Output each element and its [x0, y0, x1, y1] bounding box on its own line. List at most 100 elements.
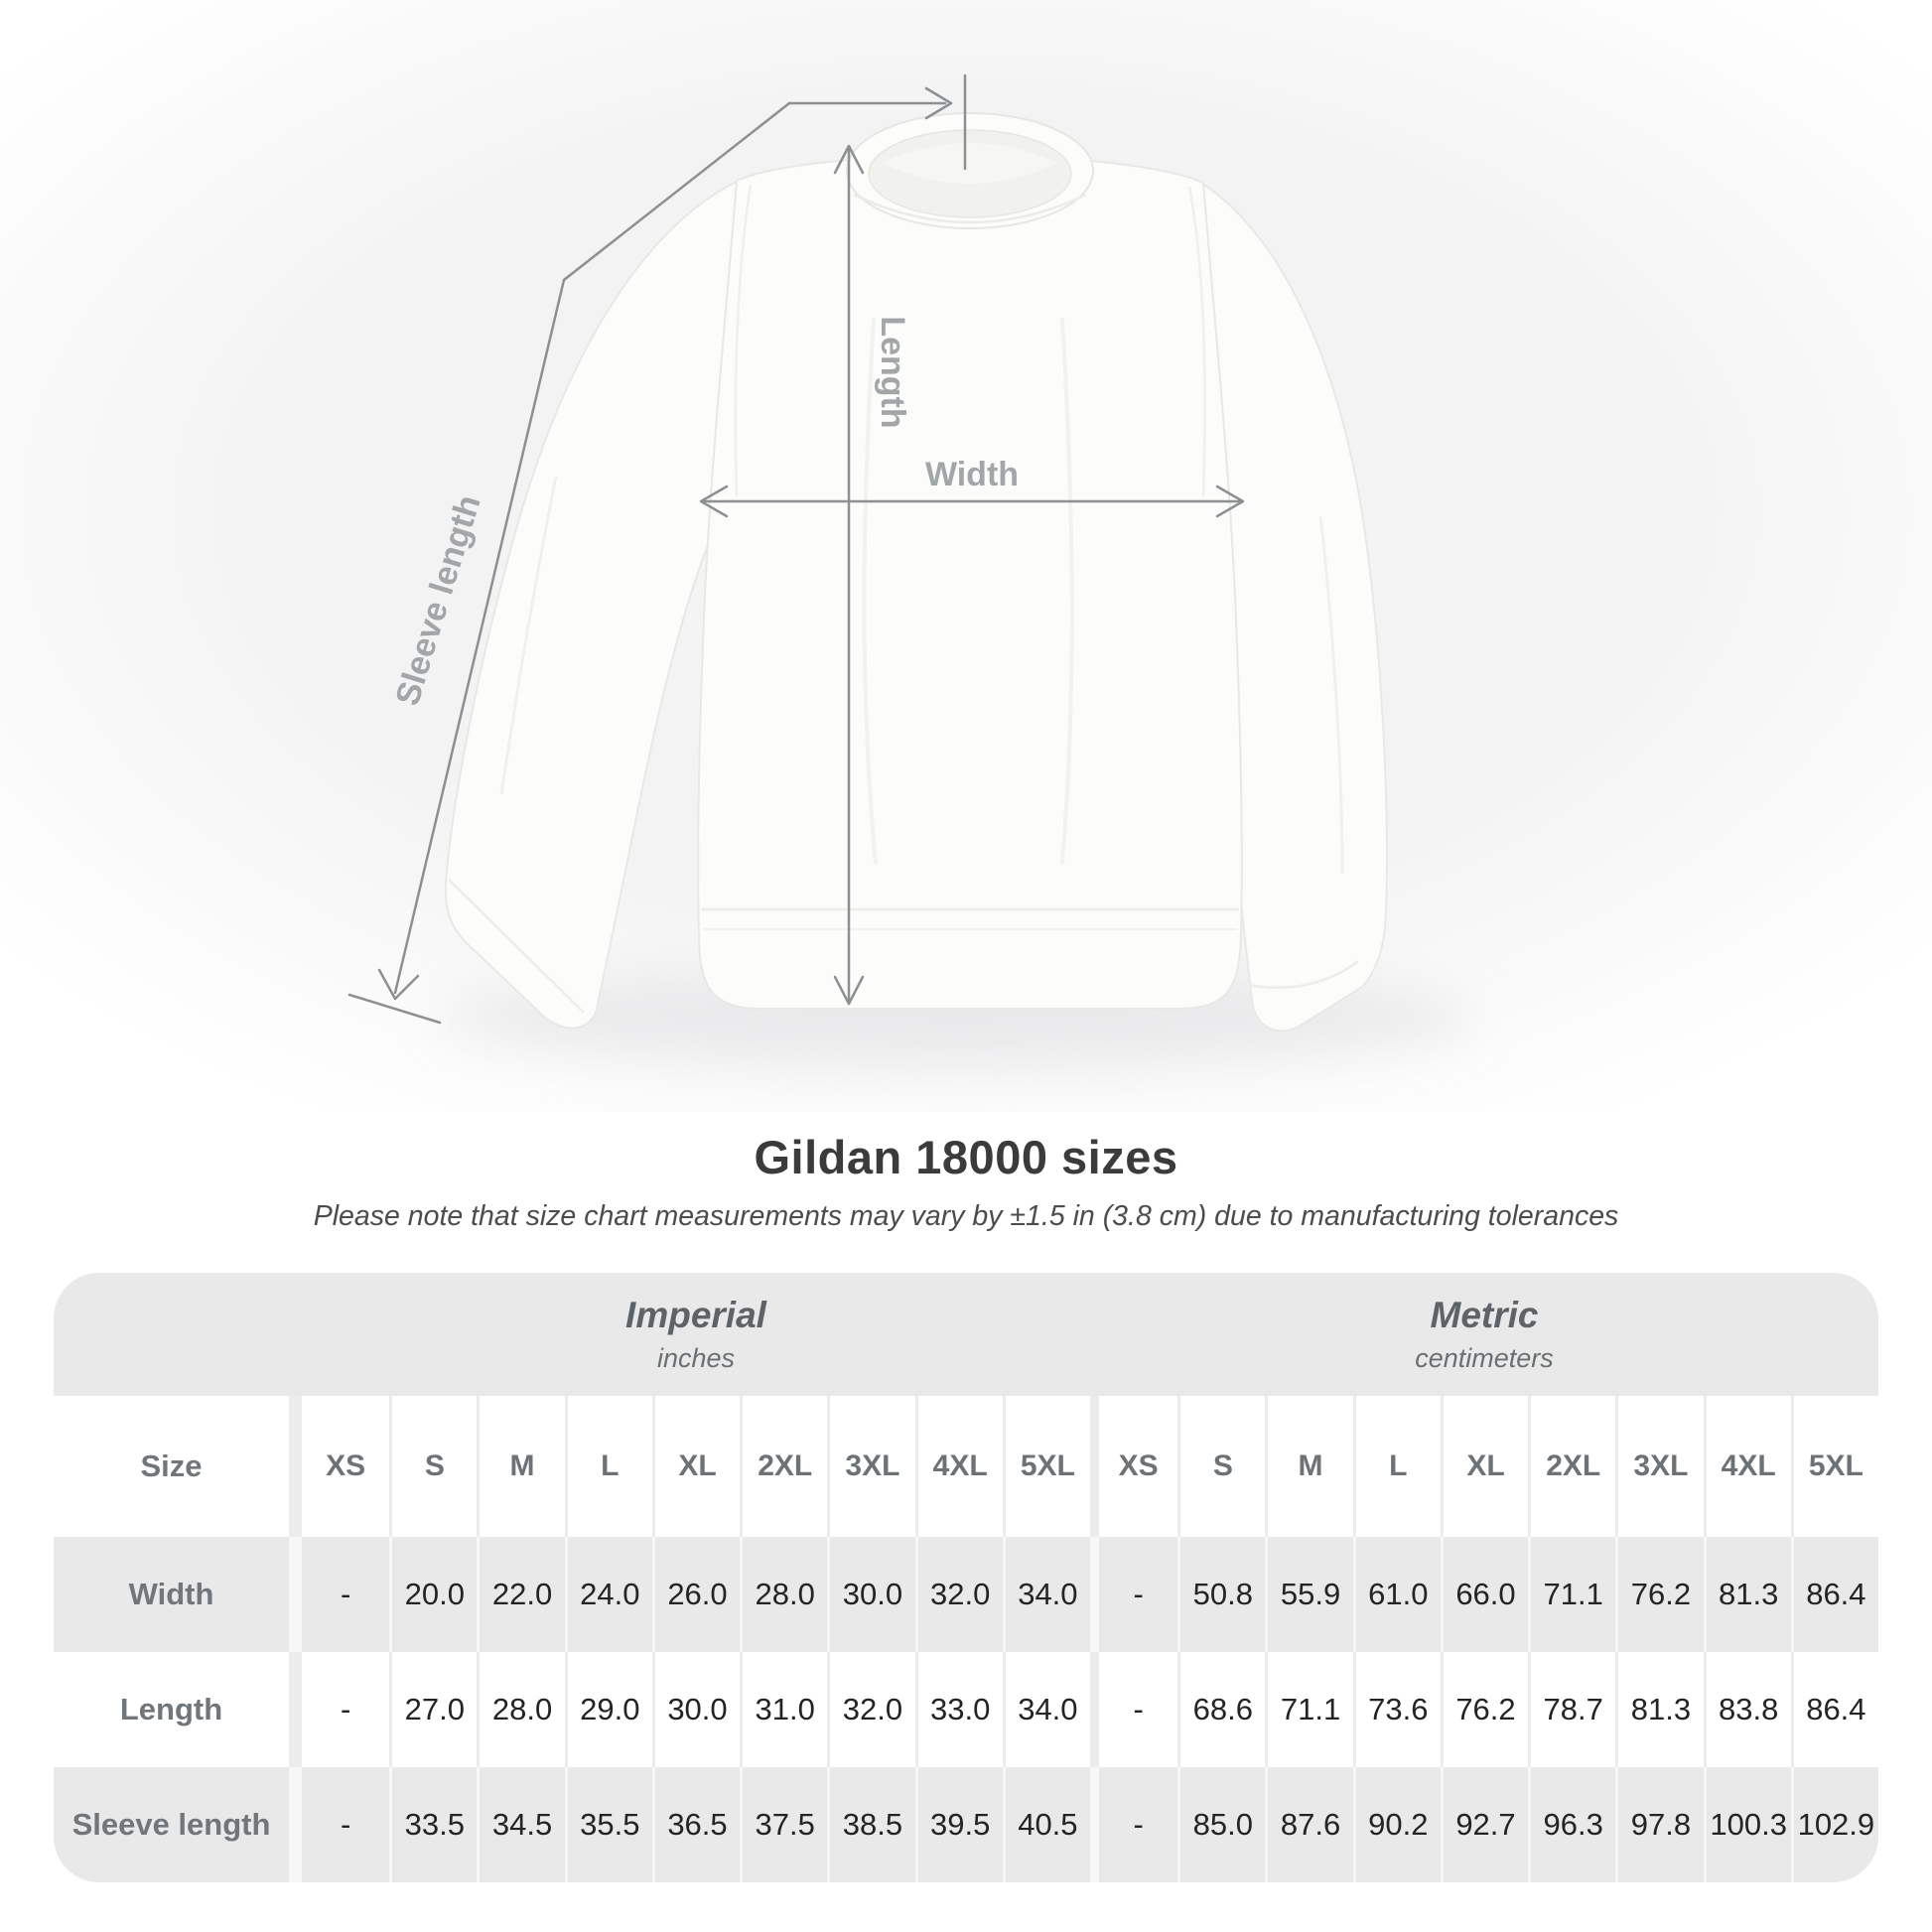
- imperial-header: Imperial inches: [302, 1273, 1090, 1396]
- size-column-header: Size: [54, 1396, 302, 1537]
- sweatshirt-diagram: Width Length Sleeve length: [0, 0, 1932, 1112]
- size-col-imperial-s: S: [389, 1396, 477, 1537]
- size-col-metric-l: L: [1352, 1396, 1441, 1537]
- length-label: Length: [874, 316, 911, 428]
- size-table: Imperial inches Metric centimeters Size …: [54, 1273, 1878, 1882]
- imperial-title: Imperial: [625, 1295, 766, 1335]
- cell-length-metric-l: 73.6: [1352, 1652, 1441, 1767]
- width-right-arrowhead: [1215, 484, 1245, 518]
- cell-sleeve-length-imperial-3xl: 38.5: [827, 1767, 914, 1882]
- cell-length-metric-xs: -: [1089, 1652, 1177, 1767]
- length-bottom-arrowhead: [833, 975, 865, 1006]
- size-col-metric-s: S: [1177, 1396, 1265, 1537]
- cell-width-imperial-4xl: 32.0: [914, 1537, 1003, 1652]
- cell-sleeve-length-metric-3xl: 97.8: [1615, 1767, 1703, 1882]
- cell-width-metric-l: 61.0: [1352, 1537, 1441, 1652]
- cell-length-metric-m: 71.1: [1265, 1652, 1352, 1767]
- metric-header: Metric centimeters: [1090, 1273, 1878, 1396]
- cell-length-imperial-5xl: 34.0: [1002, 1652, 1090, 1767]
- cell-width-imperial-3xl: 30.0: [827, 1537, 914, 1652]
- cell-sleeve-length-imperial-2xl: 37.5: [740, 1767, 827, 1882]
- row-label-width: Width: [54, 1537, 302, 1652]
- size-header-row: Size XS S M L XL 2XL 3XL 4XL 5XL XS S M L XL 2XL 3XL 4XL…: [54, 1396, 1878, 1537]
- cell-width-metric-m: 55.9: [1265, 1537, 1352, 1652]
- table-row-length: Length - 27.0 28.0 29.0 30.0 31.0 32.0 33.0 34.0…: [54, 1652, 1878, 1767]
- cell-width-metric-4xl: 81.3: [1703, 1537, 1791, 1652]
- cell-length-metric-5xl: 86.4: [1790, 1652, 1878, 1767]
- sweatshirt-illustration: [444, 112, 1388, 1033]
- cell-length-imperial-xs: -: [340, 1692, 351, 1726]
- sleeve-length-line: [393, 101, 791, 995]
- cell-sleeve-length-metric-4xl: 100.3: [1703, 1767, 1791, 1882]
- size-col-metric-xs: XS: [1089, 1396, 1177, 1537]
- cell-width-imperial-s: 20.0: [389, 1537, 477, 1652]
- cell-width-metric-3xl: 76.2: [1615, 1537, 1703, 1652]
- cell-sleeve-length-imperial-l: 35.5: [564, 1767, 652, 1882]
- product-photo: Width Length Sleeve length: [0, 0, 1932, 1112]
- cell-sleeve-length-metric-5xl: 102.9: [1790, 1767, 1878, 1882]
- width-left-arrowhead: [699, 484, 729, 518]
- sleeve-arrowhead: [377, 968, 420, 1001]
- cell-sleeve-length-imperial-5xl: 40.5: [1002, 1767, 1090, 1882]
- size-col-imperial-2xl: 2XL: [740, 1396, 827, 1537]
- table-row-sleeve-length: Sleeve length - 33.5 34.5 35.5 36.5 37.5 38.5 3…: [54, 1767, 1878, 1882]
- top-arrowhead: [924, 86, 953, 120]
- metric-subtitle: centimeters: [1415, 1343, 1554, 1373]
- size-col-imperial-xs: XS: [326, 1449, 366, 1482]
- cell-sleeve-length-imperial-xs: -: [340, 1807, 351, 1842]
- table-row-width: Width -20.0 22.0 24.0 26.0 28.0 30.0 32.0 34.0-…: [54, 1537, 1878, 1652]
- size-col-metric-m: M: [1265, 1396, 1352, 1537]
- cell-length-metric-s: 68.6: [1177, 1652, 1265, 1767]
- size-col-metric-4xl: 4XL: [1703, 1396, 1791, 1537]
- cell-length-metric-4xl: 83.8: [1703, 1652, 1791, 1767]
- cell-length-imperial-3xl: 32.0: [827, 1652, 914, 1767]
- cell-sleeve-length-metric-s: 85.0: [1177, 1767, 1265, 1882]
- size-col-metric-xl: XL: [1440, 1396, 1528, 1537]
- cell-length-metric-3xl: 81.3: [1615, 1652, 1703, 1767]
- size-col-imperial-xl: XL: [651, 1396, 740, 1537]
- cell-width-imperial-xl: 26.0: [651, 1537, 740, 1652]
- cell-length-imperial-s: 27.0: [389, 1652, 477, 1767]
- cell-length-imperial-xl: 30.0: [651, 1652, 740, 1767]
- cell-length-imperial-4xl: 33.0: [914, 1652, 1003, 1767]
- size-col-metric-5xl: 5XL: [1790, 1396, 1878, 1537]
- size-col-metric-3xl: 3XL: [1615, 1396, 1703, 1537]
- cell-sleeve-length-metric-xs: -: [1089, 1767, 1177, 1882]
- cell-width-imperial-m: 22.0: [477, 1537, 564, 1652]
- page-subtitle: Please note that size chart measurements…: [313, 1200, 1619, 1232]
- cell-width-imperial-2xl: 28.0: [740, 1537, 827, 1652]
- row-label-sleeve-length: Sleeve length: [54, 1767, 302, 1882]
- cell-width-metric-s: 50.8: [1177, 1537, 1265, 1652]
- size-col-imperial-4xl: 4XL: [914, 1396, 1003, 1537]
- imperial-subtitle: inches: [656, 1343, 736, 1373]
- cell-width-metric-2xl: 71.1: [1528, 1537, 1615, 1652]
- cell-length-imperial-l: 29.0: [564, 1652, 652, 1767]
- cell-width-metric-xl: 66.0: [1440, 1537, 1528, 1652]
- cell-length-imperial-2xl: 31.0: [740, 1652, 827, 1767]
- cell-length-metric-xl: 76.2: [1440, 1652, 1528, 1767]
- sleeve-end-tick: [347, 993, 442, 1025]
- cell-sleeve-length-metric-m: 87.6: [1265, 1767, 1352, 1882]
- length-top-arrowhead: [833, 144, 865, 175]
- cell-sleeve-length-imperial-4xl: 39.5: [914, 1767, 1003, 1882]
- unit-header-spacer: [54, 1273, 302, 1396]
- size-col-imperial-l: L: [564, 1396, 652, 1537]
- cell-sleeve-length-metric-xl: 92.7: [1440, 1767, 1528, 1882]
- unit-header-row: Imperial inches Metric centimeters: [54, 1273, 1878, 1396]
- cell-width-imperial-l: 24.0: [564, 1537, 652, 1652]
- cell-sleeve-length-imperial-m: 34.5: [477, 1767, 564, 1882]
- size-col-imperial-m: M: [477, 1396, 564, 1537]
- metric-title: Metric: [1430, 1295, 1539, 1335]
- cell-length-metric-2xl: 78.7: [1528, 1652, 1615, 1767]
- page-title: Gildan 18000 sizes: [754, 1131, 1178, 1183]
- size-col-imperial-3xl: 3XL: [827, 1396, 914, 1537]
- row-label-length: Length: [54, 1652, 302, 1767]
- measurement-arrows: [347, 73, 1245, 1025]
- cell-sleeve-length-metric-l: 90.2: [1352, 1767, 1441, 1882]
- cell-sleeve-length-imperial-s: 33.5: [389, 1767, 477, 1882]
- cell-sleeve-length-imperial-xl: 36.5: [651, 1767, 740, 1882]
- cell-width-metric-5xl: 86.4: [1790, 1537, 1878, 1652]
- width-label: Width: [925, 456, 1019, 493]
- size-col-metric-2xl: 2XL: [1528, 1396, 1615, 1537]
- size-col-imperial-5xl: 5XL: [1002, 1396, 1090, 1537]
